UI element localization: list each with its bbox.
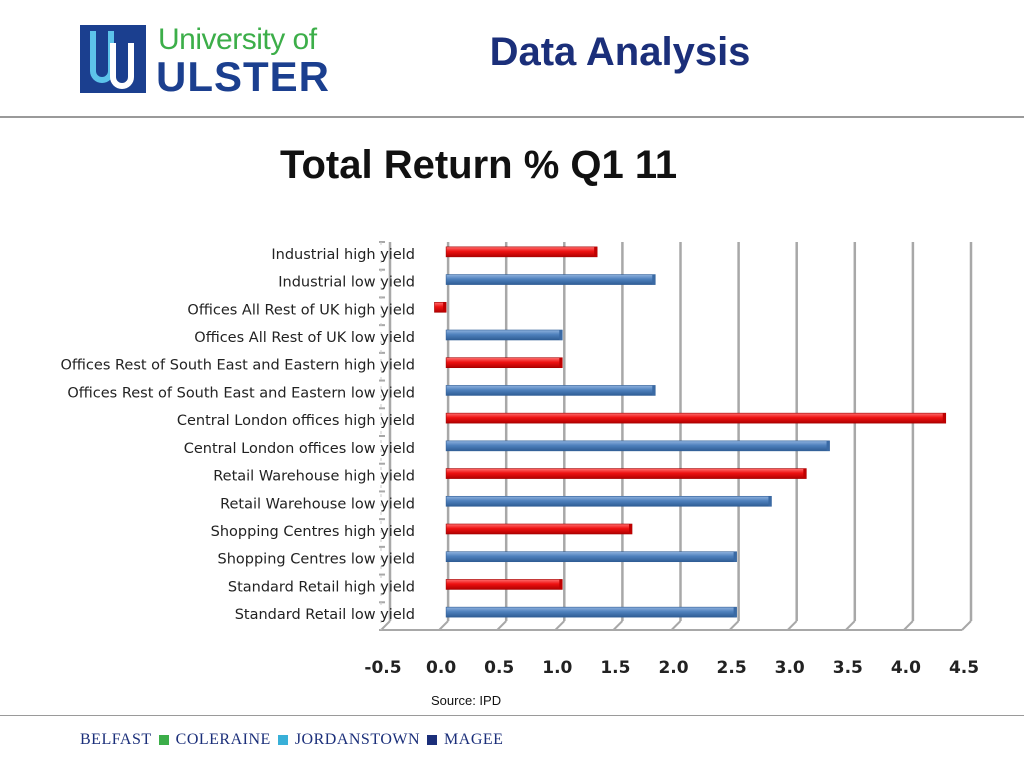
- gridline-floor: [612, 620, 624, 631]
- slide-title: Data Analysis: [489, 30, 751, 74]
- campus-coleraine: COLERAINE: [175, 731, 271, 748]
- bar: [445, 329, 563, 341]
- category-label: Offices All Rest of UK high yield: [187, 302, 415, 318]
- university-logo-mark: [80, 25, 146, 93]
- category-label: Offices Rest of South East and Eastern l…: [67, 385, 415, 401]
- bar: [445, 468, 807, 479]
- bar-end-cap: [652, 385, 656, 396]
- x-tick-label: 1.0: [542, 658, 572, 678]
- bar-end-cap: [733, 607, 737, 618]
- footer-divider: [0, 715, 1024, 716]
- bar-end-cap: [768, 496, 772, 507]
- gridline-floor: [786, 620, 798, 631]
- x-tick-label: 2.5: [717, 658, 747, 678]
- bar-chart: Industrial high yield Industrial low yiel…: [61, 241, 979, 678]
- gridline-floor: [380, 620, 391, 631]
- x-tick-label: 0.5: [484, 658, 514, 678]
- logo-line-2: ULSTER: [156, 53, 330, 100]
- bar: [445, 579, 563, 590]
- category-label: Industrial low yield: [278, 275, 415, 291]
- bar: [445, 606, 737, 618]
- bar-end-cap: [629, 524, 633, 534]
- gridline-floor: [554, 620, 566, 631]
- bar-end-cap: [652, 274, 656, 285]
- category-label: Offices Rest of South East and Eastern h…: [61, 358, 416, 374]
- bar: [445, 523, 633, 535]
- bar: [445, 274, 656, 285]
- chart-title: Total Return % Q1 11: [280, 143, 678, 187]
- category-label: Industrial high yield: [271, 247, 415, 263]
- campus-belfast: BELFAST: [80, 731, 152, 748]
- x-tick-label: 3.5: [833, 658, 863, 678]
- gridline-floor: [961, 620, 972, 631]
- bar-end-cap: [826, 440, 830, 451]
- footer-separator-icon: [427, 734, 438, 745]
- footer-separator-icon: [277, 734, 288, 745]
- gridline-floor: [438, 620, 449, 631]
- campus-magee: MAGEE: [444, 731, 504, 748]
- chart-source: Source: IPD: [431, 693, 502, 708]
- footer-separator-icon: [158, 734, 169, 745]
- category-label: Standard Retail high yield: [228, 579, 415, 595]
- bar-end-cap: [733, 551, 737, 562]
- bar-end-cap: [443, 302, 447, 313]
- category-label: Retail Warehouse high yield: [213, 469, 415, 485]
- category-label: Central London offices high yield: [177, 413, 415, 429]
- x-tick-label: 1.5: [600, 658, 630, 678]
- footer-campuses: BELFAST COLERAINE JORDANSTOWN MAGEE: [80, 731, 503, 749]
- x-tick-label: 4.5: [949, 658, 979, 678]
- gridline-floor: [496, 620, 507, 631]
- category-label: Central London offices low yield: [184, 441, 415, 457]
- x-tick-label: -0.5: [364, 658, 401, 678]
- category-label: Shopping Centres high yield: [211, 524, 415, 540]
- bar-end-cap: [559, 579, 563, 590]
- x-tick-label: 3.0: [775, 658, 805, 678]
- gridline-floor: [845, 620, 856, 631]
- category-label: Offices All Rest of UK low yield: [194, 330, 415, 346]
- bar: [445, 385, 656, 396]
- x-tick-label: 2.0: [658, 658, 688, 678]
- gridline-floor: [728, 620, 740, 631]
- gridline-floor: [903, 620, 914, 631]
- bar-end-cap: [942, 413, 946, 424]
- bar: [445, 495, 772, 507]
- bar-end-cap: [803, 468, 807, 479]
- logo-line-1: University of: [158, 23, 317, 56]
- bar: [445, 246, 598, 258]
- bar: [445, 551, 737, 563]
- bar-end-cap: [594, 246, 598, 257]
- category-label: Retail Warehouse low yield: [220, 496, 415, 512]
- bar-end-cap: [559, 330, 563, 340]
- university-logo: University of ULSTER: [80, 23, 329, 100]
- bar-end-cap: [559, 357, 563, 368]
- x-tick-label: 4.0: [891, 658, 921, 678]
- bar: [445, 412, 947, 424]
- header-divider: [0, 116, 1024, 118]
- x-tick-label: 0.0: [426, 658, 456, 678]
- campus-jordanstown: JORDANSTOWN: [294, 731, 421, 748]
- bar: [445, 357, 563, 369]
- bar: [445, 440, 830, 452]
- category-label: Standard Retail low yield: [235, 607, 415, 623]
- gridline-floor: [670, 620, 682, 631]
- category-label: Shopping Centres low yield: [218, 552, 416, 568]
